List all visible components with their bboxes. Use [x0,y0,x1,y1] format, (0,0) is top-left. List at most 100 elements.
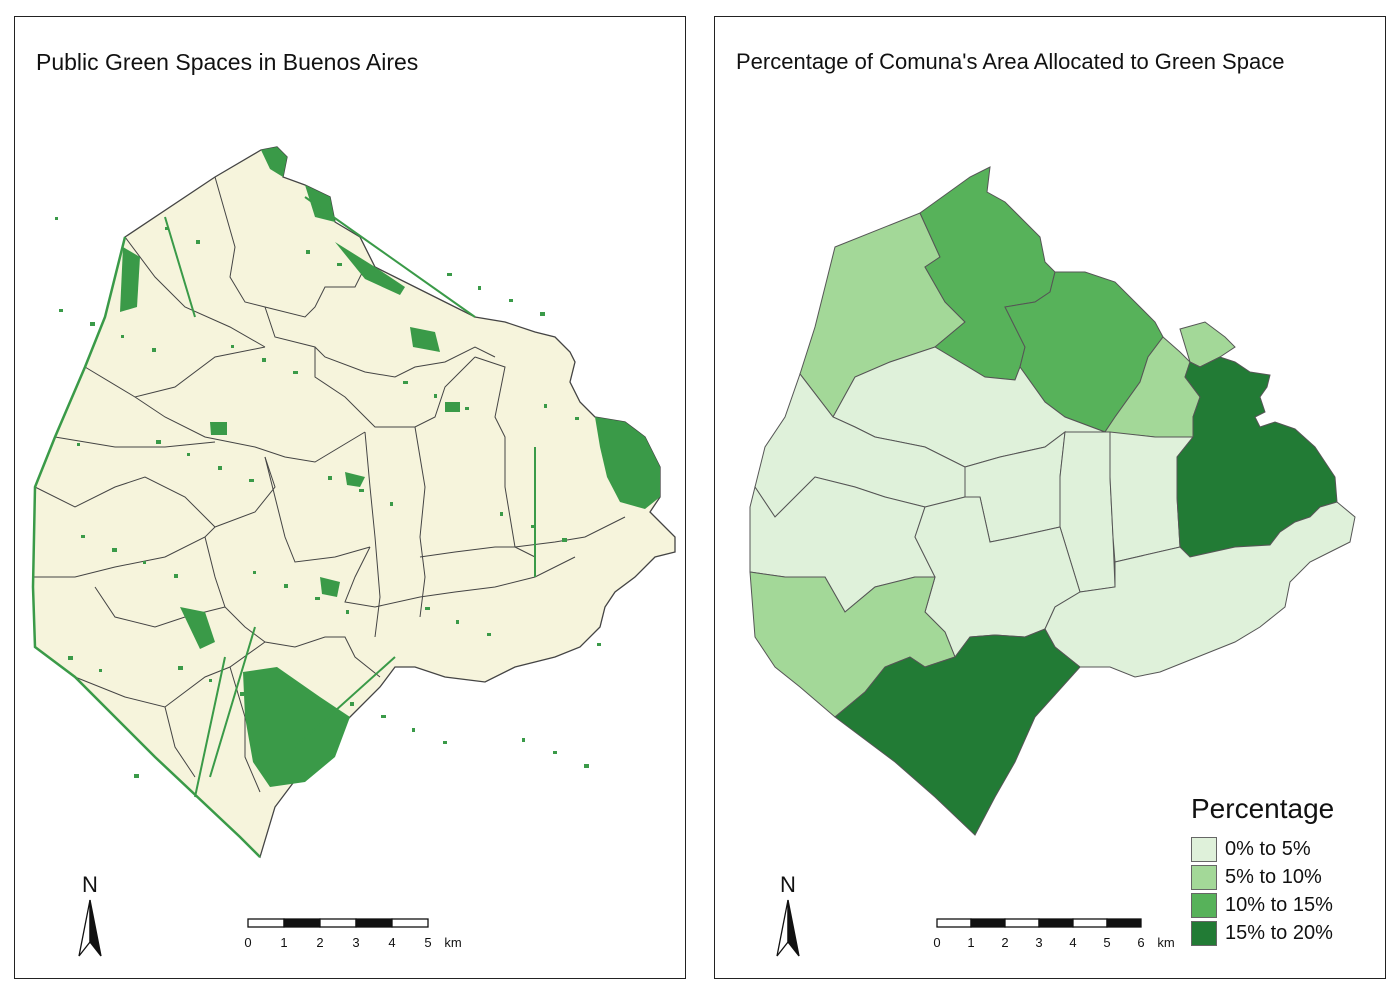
legend-item: 0% to 5% [1191,835,1334,863]
north-arrow-icon [776,899,800,957]
north-arrow-icon [78,899,102,957]
scale-segment [1072,918,1108,928]
small-park [262,358,266,362]
legend-label: 0% to 5% [1225,837,1311,860]
scale-segment [936,918,972,928]
legend-swatch [1191,892,1217,918]
legend-item: 15% to 20% [1191,919,1334,947]
green-corridor [209,626,256,778]
green-space-patch [595,417,660,509]
left-map-canvas [31,146,676,859]
scale-tick-label: 3 [1035,935,1043,950]
small-park [249,479,254,482]
small-park [81,535,85,538]
small-park [531,525,535,528]
small-park [143,561,146,564]
small-park [306,250,310,254]
scale-tick-label: 2 [316,935,324,950]
small-park [381,715,386,718]
small-park [121,335,124,338]
small-park [540,312,545,316]
small-park [187,453,190,456]
small-park [606,430,611,434]
scale-segment [1004,918,1040,928]
left-map-title: Public Green Spaces in Buenos Aires [36,49,419,75]
small-park [350,702,354,706]
green-spaces-map-panel: Public Green Spaces in Buenos Aires [14,16,686,979]
green-space-patches [55,147,660,798]
green-space-patch [445,402,460,412]
small-park [59,309,63,312]
small-park [231,345,234,348]
small-park [390,502,393,506]
scale-segment [355,918,393,928]
small-park [152,348,156,352]
scale-tick-label: 0 [244,935,252,950]
small-park [597,643,601,646]
green-space-patch [261,147,287,177]
small-park [99,669,102,672]
comuna-south-dark [834,628,1081,836]
small-park [465,407,469,410]
small-park [253,571,256,574]
legend-label: 15% to 20% [1225,921,1333,944]
green-space-patch [335,242,405,295]
small-park [359,489,364,492]
right-map-title: Percentage of Comuna's Area Allocated to… [736,49,1285,74]
scale-tick-label: 1 [967,935,975,950]
small-park [544,404,547,408]
small-park [562,538,567,542]
legend: Percentage 0% to 5% 5% to 10% 10% to 15% 15… [1191,793,1334,947]
scale-segment [283,918,321,928]
small-park [178,666,183,670]
small-park [196,240,200,244]
scale-tick-label: 4 [388,935,396,950]
small-park [240,692,244,696]
scale-tick-label: 0 [933,935,941,950]
scale-bar-graphic [936,918,1142,928]
scale-tick-label: 6 [1137,935,1145,950]
legend-swatch [1191,864,1217,890]
green-percentage-map-panel: Percentage of Comuna's Area Allocated to… [714,16,1386,979]
small-park [165,227,168,230]
small-park [346,610,349,614]
small-park [500,512,503,516]
green-space-patch [180,607,215,649]
legend-item: 10% to 15% [1191,891,1334,919]
green-corridor [164,216,196,318]
legend-label: 10% to 15% [1225,893,1333,916]
scale-tick-label: 4 [1069,935,1077,950]
small-park [487,633,491,636]
green-corridor [194,656,226,798]
green-space-patch [120,247,140,312]
scale-tick-label: 2 [1001,935,1009,950]
small-park [434,394,437,398]
scale-tick-label: 5 [424,935,432,950]
right-map-canvas [749,166,1356,836]
small-park [218,466,222,470]
small-park [584,764,589,768]
legend-item: 5% to 10% [1191,863,1334,891]
small-park [328,476,332,480]
small-park [575,417,579,420]
green-space-patch [345,472,365,487]
small-park [55,217,58,220]
legend-label: 5% to 10% [1225,865,1322,888]
green-space-patch [410,327,440,352]
legend-swatch [1191,920,1217,946]
small-park [293,371,298,374]
small-park [337,263,342,266]
small-park [478,286,481,290]
small-park [412,728,415,732]
scale-segment [247,918,285,928]
small-park [509,299,513,302]
small-park [134,774,139,778]
scale-segment [391,918,429,928]
comuna-borders [33,176,626,793]
small-park [209,679,212,682]
scale-tick-label: 3 [352,935,360,950]
small-park [425,607,430,610]
scale-segment [970,918,1006,928]
scale-unit: km [1157,935,1175,950]
green-space-patch [243,667,350,787]
